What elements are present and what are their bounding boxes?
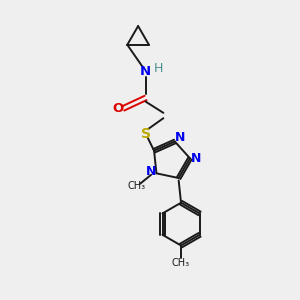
Text: N: N — [191, 152, 202, 165]
Text: O: O — [112, 102, 124, 115]
Text: N: N — [146, 165, 156, 178]
Text: N: N — [140, 65, 151, 78]
Text: H: H — [153, 62, 163, 75]
Text: N: N — [175, 131, 185, 144]
Text: CH₃: CH₃ — [128, 181, 146, 191]
Text: S: S — [140, 127, 151, 141]
Text: CH₃: CH₃ — [172, 258, 190, 268]
